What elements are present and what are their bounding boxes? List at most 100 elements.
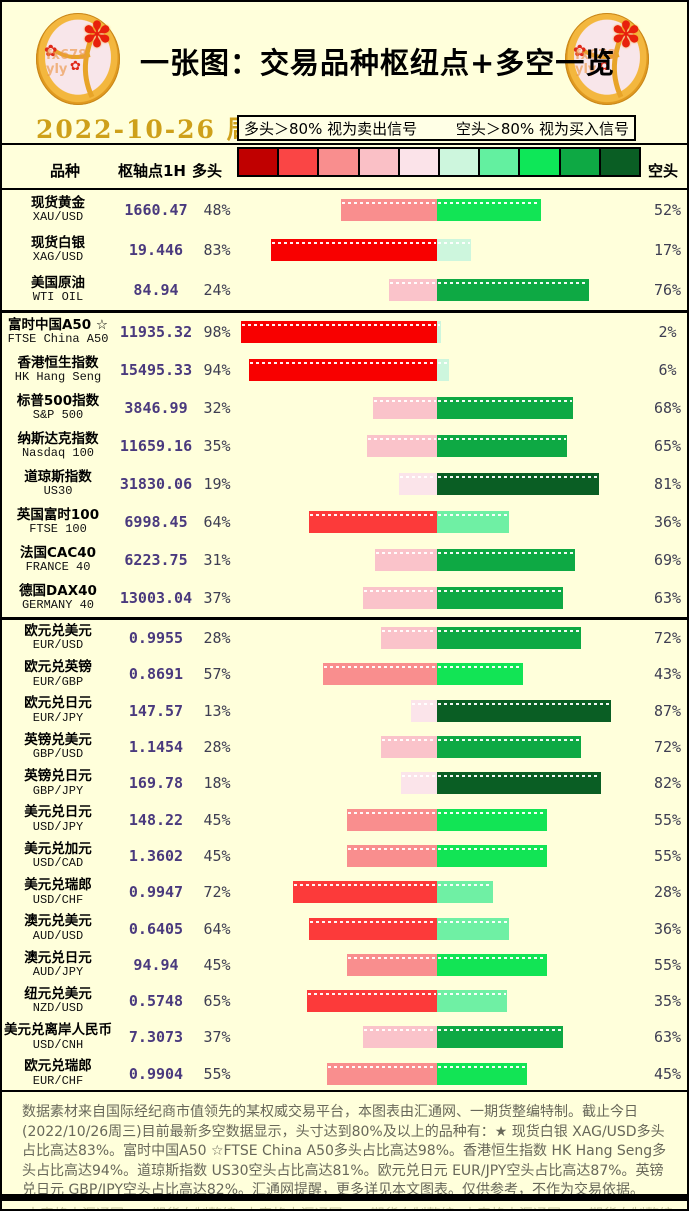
- long-bar: [347, 844, 437, 867]
- bar-dotted-line: [438, 476, 598, 478]
- short-bar: [437, 881, 493, 904]
- bar-dotted-line: [438, 590, 562, 592]
- legend-short-signal: 空头＞80% 视为买入信号: [455, 119, 629, 138]
- bar-dotted-line: [438, 630, 580, 633]
- table-row: 美元兑加元 USD/CAD 1.3602 45% 55%: [2, 838, 687, 874]
- instrument-name-en: XAG/USD: [32, 250, 84, 265]
- bar-cell: [236, 351, 648, 389]
- bar-cell: [236, 729, 648, 765]
- instrument-name-en: GBP/USD: [32, 747, 84, 762]
- scale-swatch: [397, 147, 441, 177]
- column-header-pivot: 枢轴点1H: [118, 162, 186, 180]
- long-percent: 98%: [203, 323, 231, 341]
- short-percent: 52%: [653, 201, 682, 219]
- bar-dotted-line: [438, 775, 600, 778]
- pivot-value: 1660.47: [124, 201, 188, 219]
- table-row: 现货白银 XAG/USD 19.446 83% 17%: [2, 230, 687, 270]
- instrument-name-cn: 纽元兑美元: [24, 985, 92, 1002]
- bottom-border-bar: [2, 1194, 687, 1201]
- bar-cell: [236, 1019, 648, 1055]
- bar-cell: [236, 579, 648, 617]
- long-percent: 37%: [203, 1028, 231, 1047]
- long-percent: 55%: [203, 1064, 231, 1083]
- bar-dotted-line: [438, 362, 448, 364]
- pivot-value: 3846.99: [124, 399, 188, 417]
- pivot-value: 15495.33: [119, 361, 193, 379]
- footer-disclaimer-text: 数据素材来自国际经纪商市值领先的某权威交易平台，本图表由汇通网、一期货整编特制。…: [22, 1104, 667, 1198]
- long-bar: [399, 473, 437, 495]
- instrument-name-cn: 道琼斯指数: [24, 468, 92, 485]
- bar-cell: [236, 503, 648, 541]
- branch-icon: [581, 24, 628, 99]
- long-bar: [347, 808, 437, 831]
- bar-dotted-line: [390, 282, 436, 284]
- instrument-name-en: Nasdaq 100: [21, 446, 94, 461]
- short-percent: 45%: [653, 1064, 682, 1083]
- bar-dotted-line: [242, 324, 436, 326]
- instrument-name-en: AUD/USD: [32, 928, 84, 943]
- bar-dotted-line: [438, 324, 440, 326]
- long-bar: [367, 435, 437, 457]
- short-percent: 68%: [653, 399, 682, 417]
- short-bar: [437, 1062, 527, 1085]
- bar-cell: [236, 874, 648, 910]
- bar-cell: [236, 230, 648, 270]
- table-row: 英镑兑美元 GBP/USD 1.1454 28% 72%: [2, 729, 687, 765]
- long-bar: [307, 990, 437, 1013]
- bar-dotted-line: [324, 666, 436, 669]
- short-percent: 2%: [658, 323, 677, 341]
- bar-dotted-line: [348, 956, 436, 959]
- long-percent: 18%: [203, 774, 231, 793]
- short-percent: 72%: [653, 629, 682, 648]
- plum-blossom-icon: ✿: [44, 41, 58, 60]
- instrument-name-cell: 美元兑日元 USD/JPY: [2, 805, 114, 834]
- watermark-text: 本表格由汇通网、一期货自制整编: [245, 1204, 455, 1210]
- scale-swatch: [277, 147, 320, 177]
- scale-swatch: [317, 147, 360, 177]
- long-percent: 37%: [203, 589, 231, 607]
- short-bar: [437, 359, 449, 381]
- short-percent: 69%: [653, 551, 682, 569]
- instrument-name-cell: 现货白银 XAG/USD: [2, 236, 114, 265]
- instrument-name-cn: 纳斯达克指数: [17, 430, 99, 447]
- table-section: 欧元兑美元 EUR/USD 0.9955 28% 72% 欧元兑英镑 EUR/GBP 0.86…: [2, 617, 687, 1092]
- bar-dotted-line: [438, 514, 508, 516]
- table-row: 德国DAX40 GERMANY 40 13003.04 37% 63%: [2, 579, 687, 617]
- instrument-name-en: GERMANY 40: [21, 598, 94, 613]
- instrument-name-en: USD/CNH: [32, 1037, 84, 1052]
- table-row: 纽元兑美元 NZD/USD 0.5748 65% 35%: [2, 983, 687, 1019]
- instrument-name-en: USD/CAD: [32, 856, 84, 871]
- bar-cell: [236, 389, 648, 427]
- instrument-name-cell: 英国富时100 FTSE 100: [2, 508, 114, 537]
- instrument-name-en: EUR/CHF: [32, 1074, 84, 1089]
- instrument-name-cn: 澳元兑日元: [24, 949, 92, 966]
- bar-dotted-line: [438, 202, 540, 204]
- pivot-value: 169.78: [128, 774, 184, 793]
- long-percent: 83%: [203, 241, 231, 259]
- gold-coin-flower-logo: ✽ ✿ ✿ fx678 yly: [565, 13, 649, 105]
- bar-cell: [236, 910, 648, 946]
- instrument-name-cell: 美元兑加元 USD/CAD: [2, 842, 114, 871]
- instrument-name-cn: 标普500指数: [16, 392, 100, 409]
- pivot-value: 0.6405: [128, 919, 184, 938]
- legend-long-signal: 多头＞80% 视为卖出信号: [244, 119, 418, 138]
- long-percent: 64%: [203, 919, 231, 938]
- signal-legend: 多头＞80% 视为卖出信号 空头＞80% 视为买入信号: [237, 115, 636, 141]
- long-bar: [363, 587, 437, 609]
- long-percent: 13%: [203, 701, 231, 720]
- pivot-value: 31830.06: [119, 475, 193, 493]
- instrument-name-cell: 富时中国A50 ☆ FTSE China A50: [2, 318, 114, 347]
- bar-dotted-line: [438, 811, 546, 814]
- pivot-value: 0.9904: [128, 1064, 184, 1083]
- scale-swatch: [357, 147, 400, 177]
- bar-dotted-line: [438, 666, 522, 669]
- instrument-name-cn: 美国原油: [31, 274, 85, 291]
- bar-dotted-line: [438, 282, 588, 284]
- long-percent: 24%: [203, 281, 231, 299]
- long-bar: [411, 699, 437, 722]
- instrument-name-en: WTI OIL: [32, 290, 84, 305]
- instrument-name-cn: 美元兑瑞郎: [24, 876, 92, 893]
- table-row: 香港恒生指数 HK Hang Seng 15495.33 94% 6%: [2, 351, 687, 389]
- table-row: 美元兑离岸人民币 USD/CNH 7.3073 37% 63%: [2, 1019, 687, 1055]
- pivot-value: 0.8691: [128, 665, 184, 684]
